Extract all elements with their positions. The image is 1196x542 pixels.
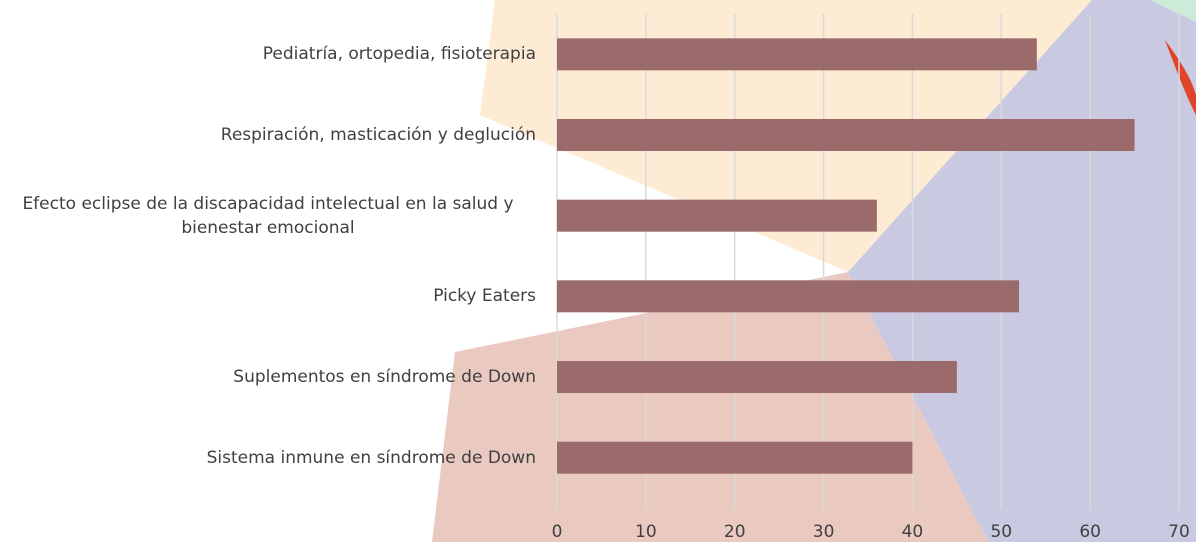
x-tick-label: 10 — [635, 522, 657, 542]
x-tick-label: 30 — [813, 522, 835, 542]
y-tick-label: Pediatría, ortopedia, fisioterapia — [262, 44, 536, 65]
x-tick-label: 0 — [552, 522, 563, 542]
category-label-box: Pediatría, ortopedia, fisioterapia — [0, 42, 536, 66]
bar — [557, 119, 1135, 151]
bar — [557, 280, 1020, 313]
x-tick-label: 60 — [1079, 522, 1101, 542]
x-tick-label: 70 — [1168, 522, 1190, 542]
x-tick-label: 50 — [990, 522, 1012, 542]
background-shape — [1150, 0, 1196, 22]
category-label-box: Picky Eaters — [0, 284, 536, 308]
y-tick-label: Suplementos en síndrome de Down — [233, 367, 536, 387]
x-tick-label: 20 — [724, 522, 746, 542]
y-tick-label: Sistema inmune en síndrome de Down — [206, 447, 536, 468]
bar — [557, 361, 957, 393]
y-tick-label: Efecto eclipse de la discapacidad intele… — [22, 193, 514, 238]
bar — [557, 441, 913, 474]
x-tick-label: 40 — [902, 522, 924, 542]
bar — [557, 38, 1037, 71]
background-shape — [432, 272, 988, 542]
category-label-box: Sistema inmune en síndrome de Down — [0, 446, 536, 470]
background-shape — [1165, 40, 1196, 115]
category-label-box: Efecto eclipse de la discapacidad intele… — [0, 192, 536, 240]
category-label-box: Suplementos en síndrome de Down — [0, 365, 536, 389]
bar — [557, 199, 877, 232]
y-tick-label: Respiración, masticación y deglución — [220, 125, 536, 145]
y-tick-label: Picky Eaters — [433, 286, 536, 307]
category-label-box: Respiración, masticación y deglución — [0, 123, 536, 147]
